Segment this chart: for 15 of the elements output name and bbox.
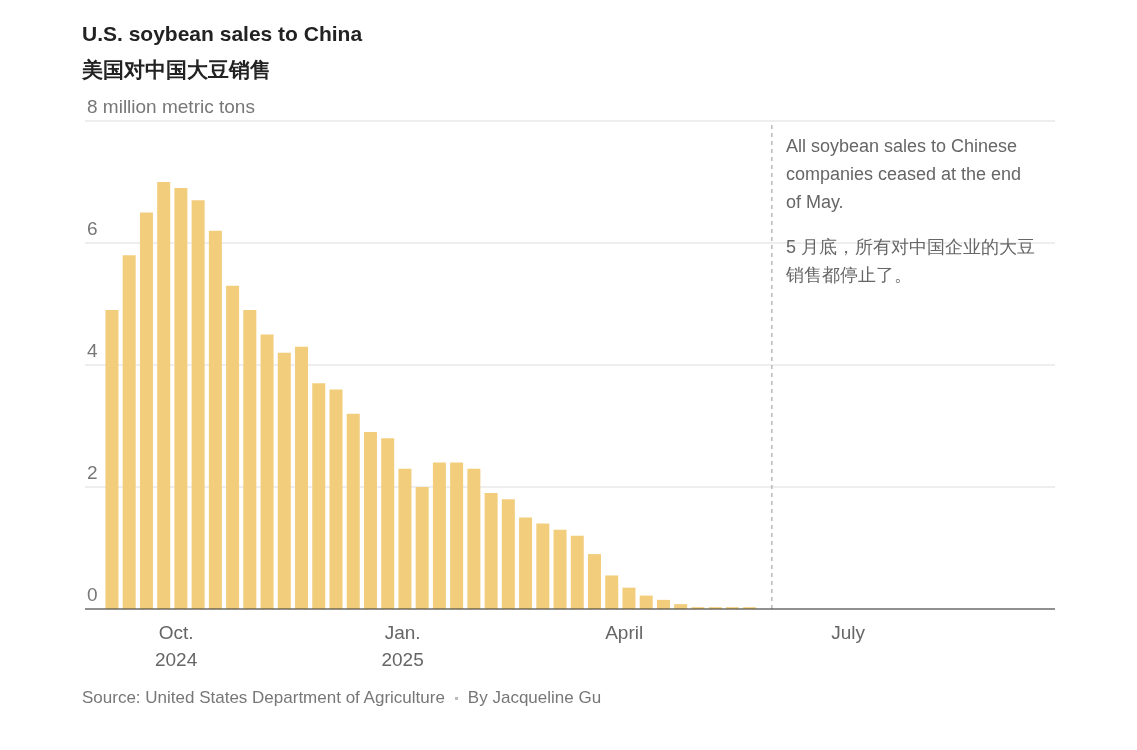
source-note: Source: United States Department of Agriculture xyxy=(82,688,445,708)
y-tick-label: 0 xyxy=(87,584,98,605)
y-tick-label: 6 xyxy=(87,218,98,239)
y-tick-label: 4 xyxy=(87,340,98,361)
y-tick-label: 8 million metric tons xyxy=(87,96,255,117)
text: By Jacqueline Gu xyxy=(467,688,602,708)
x-tick-label: Jan. 2025 xyxy=(381,622,424,670)
x-tick-label: July xyxy=(831,622,866,643)
chart-title: U.S. soybean sales to China xyxy=(82,22,364,46)
annotation: All soybean sales to Chinese companies ceased at the end of May. xyxy=(785,135,1023,215)
x-tick-label: Oct. 2024 xyxy=(154,622,198,670)
x-tick-label: April xyxy=(605,622,644,643)
chart-subtitle: 美国对中国大豆销售 xyxy=(82,57,272,84)
annotation: 5 月底，所有对中国企业的大豆销售都停止了。 xyxy=(785,235,1036,287)
y-tick-label: 2 xyxy=(87,462,98,483)
